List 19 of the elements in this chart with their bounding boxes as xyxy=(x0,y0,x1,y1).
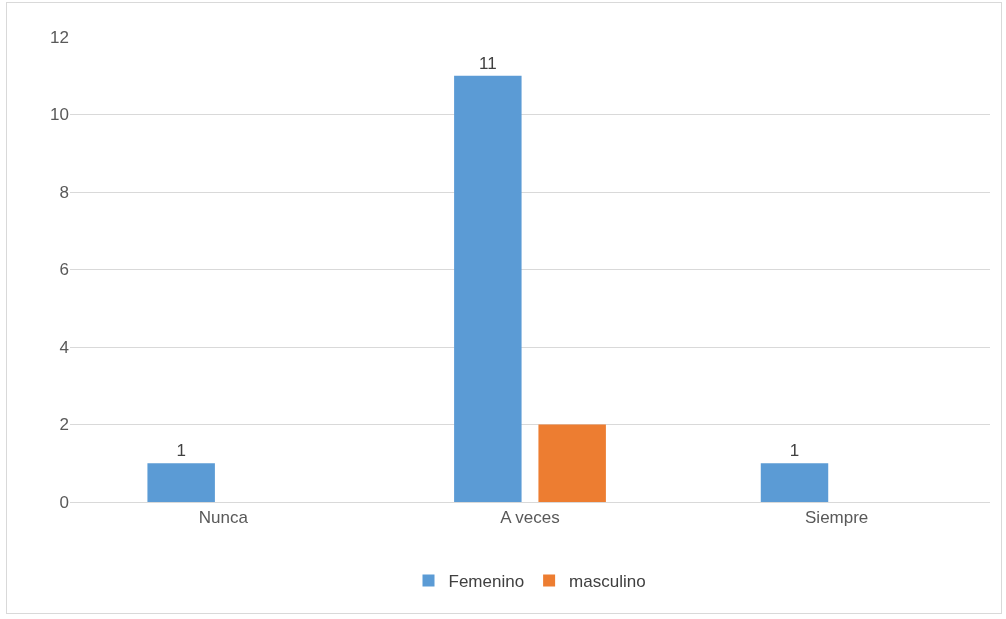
legend-label: masculino xyxy=(569,572,646,592)
x-tick-label: Nunca xyxy=(198,508,249,528)
x-tick-label: Siempre xyxy=(805,508,869,528)
data-label: 1 xyxy=(789,441,800,461)
y-tick-label: 12 xyxy=(50,27,69,47)
y-tick-label: 10 xyxy=(50,105,69,125)
bar xyxy=(538,424,606,502)
data-label: 1 xyxy=(176,441,186,461)
legend-label: Femenino xyxy=(448,572,525,592)
y-tick-label: 6 xyxy=(59,260,69,280)
y-tick-label: 2 xyxy=(59,415,69,435)
bar xyxy=(147,463,215,502)
bar xyxy=(760,463,829,502)
y-tick-label: 4 xyxy=(59,337,69,357)
data-label: 11 xyxy=(479,53,497,73)
y-tick-label: 8 xyxy=(59,182,69,202)
x-tick-label: A veces xyxy=(500,508,560,528)
y-tick-label: 0 xyxy=(59,492,69,512)
bar xyxy=(454,75,522,502)
